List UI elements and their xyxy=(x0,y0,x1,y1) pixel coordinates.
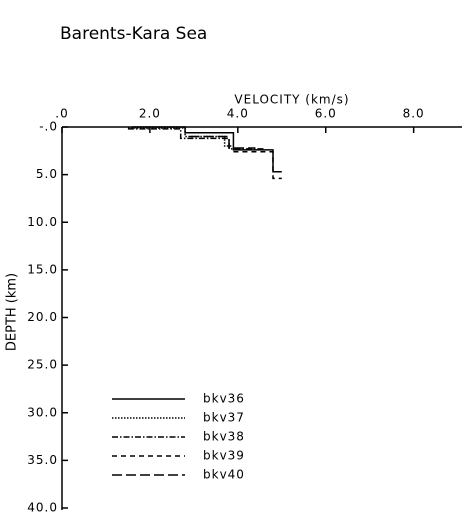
legend-label: bkv38 xyxy=(203,430,245,444)
y-tick-label: 35.0 xyxy=(27,453,58,467)
series-line xyxy=(189,135,256,149)
legend-label: bkv36 xyxy=(203,392,245,406)
y-tick-label: 5.0 xyxy=(36,167,58,181)
y-tick-label: 10.0 xyxy=(27,215,58,229)
x-tick-label: 2.0 xyxy=(139,107,161,121)
series-line xyxy=(233,151,282,180)
y-tick-label: 20.0 xyxy=(27,310,58,324)
y-tick-label: 25.0 xyxy=(27,358,58,372)
x-tick-label: .0 xyxy=(55,107,68,121)
y-tick-label: 40.0 xyxy=(27,501,58,512)
x-tick-label: 8.0 xyxy=(403,107,425,121)
legend-label: bkv37 xyxy=(203,411,245,425)
x-tick-label: 6.0 xyxy=(315,107,337,121)
chart-title: Barents-Kara Sea xyxy=(60,24,207,44)
x-tick-label: 4.0 xyxy=(227,107,249,121)
y-axis-label: DEPTH (km) xyxy=(5,273,20,351)
y-tick-label: -.0 xyxy=(39,120,58,134)
series-line xyxy=(127,128,265,150)
y-tick-label: 15.0 xyxy=(27,262,58,276)
x-axis-label: VELOCITY (km/s) xyxy=(234,93,349,107)
legend-label: bkv40 xyxy=(203,468,245,482)
y-tick-label: 30.0 xyxy=(27,405,58,419)
legend-label: bkv39 xyxy=(203,449,245,463)
